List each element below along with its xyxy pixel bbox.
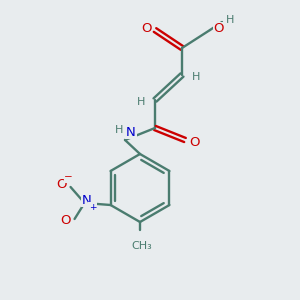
- Text: O: O: [190, 136, 200, 148]
- Text: O: O: [60, 214, 71, 227]
- Text: +: +: [89, 202, 96, 211]
- Text: O: O: [141, 22, 151, 35]
- Text: H: H: [192, 72, 200, 82]
- Text: O: O: [56, 178, 67, 191]
- Text: N: N: [126, 125, 136, 139]
- Text: CH₃: CH₃: [132, 241, 152, 251]
- Text: H: H: [226, 15, 234, 25]
- Text: H: H: [137, 97, 145, 107]
- Text: O: O: [214, 22, 224, 35]
- Text: N: N: [82, 194, 92, 206]
- Text: H: H: [115, 125, 123, 135]
- Text: −: −: [64, 172, 73, 182]
